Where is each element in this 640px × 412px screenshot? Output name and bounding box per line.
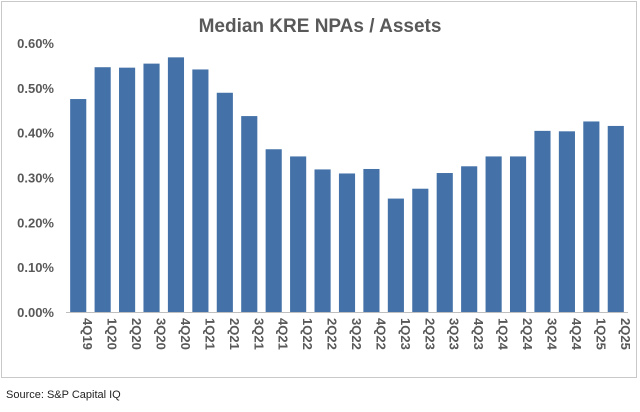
bar-1Q20 [94, 67, 111, 313]
bar-4Q20 [167, 57, 185, 312]
bar-1Q21 [192, 69, 209, 312]
bar-3Q24 [534, 130, 551, 312]
bar-1Q24 [485, 156, 502, 312]
x-tick-label: 2Q24 [520, 318, 535, 351]
x-tick-label: 4Q21 [276, 318, 291, 350]
bar-3Q21 [241, 116, 258, 312]
x-tick-label: 3Q22 [349, 318, 364, 350]
x-tick-label: 2Q21 [227, 318, 242, 350]
chart-title: Median KRE NPAs / Assets [198, 16, 442, 37]
y-tick-label: 0.40% [17, 126, 54, 141]
bar-2Q25 [607, 125, 624, 312]
y-tick-label: 0.50% [17, 81, 54, 96]
x-tick-label: 3Q20 [154, 318, 169, 350]
x-tick-label: 3Q23 [447, 318, 462, 350]
x-tick-label: 1Q22 [300, 318, 315, 350]
bar-4Q22 [363, 168, 380, 312]
x-tick-label: 1Q21 [202, 318, 217, 350]
source-note: Source: S&P Capital IQ [6, 389, 121, 401]
bar-4Q24 [558, 131, 575, 312]
bar-2Q24 [509, 156, 527, 312]
bar-chart: 0.00% 0.10% 0.20% 0.30% 0.40% 0.50% 0.60% 4Q19… [17, 36, 633, 351]
bar-3Q22 [338, 173, 356, 312]
x-tick-label: 1Q20 [105, 318, 120, 350]
bar-2Q20 [119, 67, 136, 312]
bar-2Q21 [216, 92, 233, 312]
bar-1Q25 [583, 121, 600, 313]
x-tick-label: 1Q24 [496, 318, 511, 351]
bar-1Q22 [290, 156, 307, 312]
y-tick-label: 0.20% [17, 215, 54, 230]
x-tick-label: 3Q21 [251, 318, 266, 350]
x-tick-label: 1Q23 [398, 318, 413, 350]
bars [70, 57, 624, 313]
bar-4Q19 [70, 99, 87, 312]
x-tick-label: 2Q25 [618, 318, 633, 350]
y-tick-label: 0.00% [17, 305, 54, 320]
bar-1Q23 [387, 198, 404, 312]
bar-2Q23 [412, 188, 429, 312]
x-tick-label: 4Q22 [373, 318, 388, 350]
y-tick-label: 0.30% [17, 171, 54, 186]
x-tick-label: 2Q22 [325, 318, 340, 350]
x-tick-label: 3Q24 [544, 318, 559, 351]
x-axis: 4Q19 1Q20 2Q20 3Q20 4Q20 1Q21 2Q21 3Q21 4Q21 1Q22… [80, 318, 633, 351]
bar-3Q20 [143, 63, 160, 313]
x-tick-label: 2Q23 [422, 318, 437, 350]
x-tick-label: 4Q20 [178, 318, 193, 350]
y-tick-label: 0.10% [17, 260, 54, 275]
bar-4Q23 [461, 166, 478, 312]
bar-4Q21 [265, 149, 282, 312]
x-tick-label: 2Q20 [129, 318, 144, 350]
x-tick-label: 4Q24 [569, 318, 584, 351]
y-axis: 0.00% 0.10% 0.20% 0.30% 0.40% 0.50% 0.60% [17, 36, 54, 320]
x-tick-label: 1Q25 [593, 318, 608, 350]
x-tick-label: 4Q19 [80, 318, 95, 350]
bar-3Q23 [436, 173, 453, 312]
x-tick-label: 4Q23 [471, 318, 486, 350]
y-tick-label: 0.60% [17, 36, 54, 51]
bar-2Q22 [314, 169, 331, 312]
